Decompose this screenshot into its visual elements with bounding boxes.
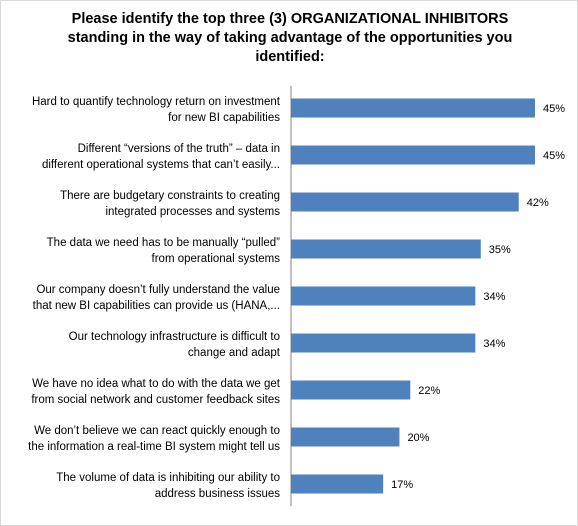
category-label: Hard to quantify technology return on in…	[32, 96, 281, 108]
category-label: We have no idea what to do with the data…	[32, 378, 281, 390]
category-label: change and adapt	[188, 347, 281, 359]
category-label: the information a real-time BI system mi…	[28, 441, 280, 453]
bar	[291, 427, 400, 447]
bar	[291, 145, 535, 165]
data-label: 42%	[527, 197, 549, 209]
bar	[291, 333, 476, 353]
data-label: 34%	[483, 338, 505, 350]
bar	[291, 286, 476, 306]
data-label: 45%	[543, 103, 565, 115]
category-label: from social network and customer feedbac…	[31, 394, 280, 406]
chart-title-line: standing in the way of taking advantage …	[67, 30, 513, 46]
category-label: Our technology infrastructure is difficu…	[69, 331, 280, 343]
data-label: 20%	[407, 432, 429, 444]
data-label: 35%	[489, 244, 511, 256]
category-label: for new BI capabilities	[168, 112, 280, 124]
category-label: We don’t believe we can react quickly en…	[34, 425, 280, 437]
category-label: Our company doesn’t fully understand the…	[36, 284, 280, 296]
data-label: 22%	[418, 385, 440, 397]
category-label: that new BI capabilities can provide us …	[33, 300, 280, 312]
category-label: from operational systems	[152, 253, 281, 265]
data-label: 17%	[391, 479, 413, 491]
chart-title: Please identify the top three (3) ORGANI…	[31, 10, 549, 67]
chart-title-line: Please identify the top three (3) ORGANI…	[71, 11, 509, 27]
category-label: Different “versions of the truth” – data…	[78, 143, 280, 155]
data-label: 34%	[483, 291, 505, 303]
bar	[291, 239, 481, 259]
category-label: address business issues	[155, 488, 281, 500]
data-label: 45%	[543, 150, 565, 162]
bar	[291, 192, 519, 212]
category-label: The data we need has to be manually “pul…	[47, 237, 281, 249]
bar	[291, 98, 535, 118]
bar	[291, 474, 384, 494]
category-label: different operational systems that can’t…	[42, 159, 280, 171]
category-label: The volume of data is inhibiting our abi…	[56, 472, 280, 484]
chart-title-line: identified:	[255, 49, 325, 65]
category-label: There are budgetary constraints to creat…	[60, 190, 280, 202]
bar	[291, 380, 411, 400]
category-label: integrated processes and systems	[105, 206, 280, 218]
